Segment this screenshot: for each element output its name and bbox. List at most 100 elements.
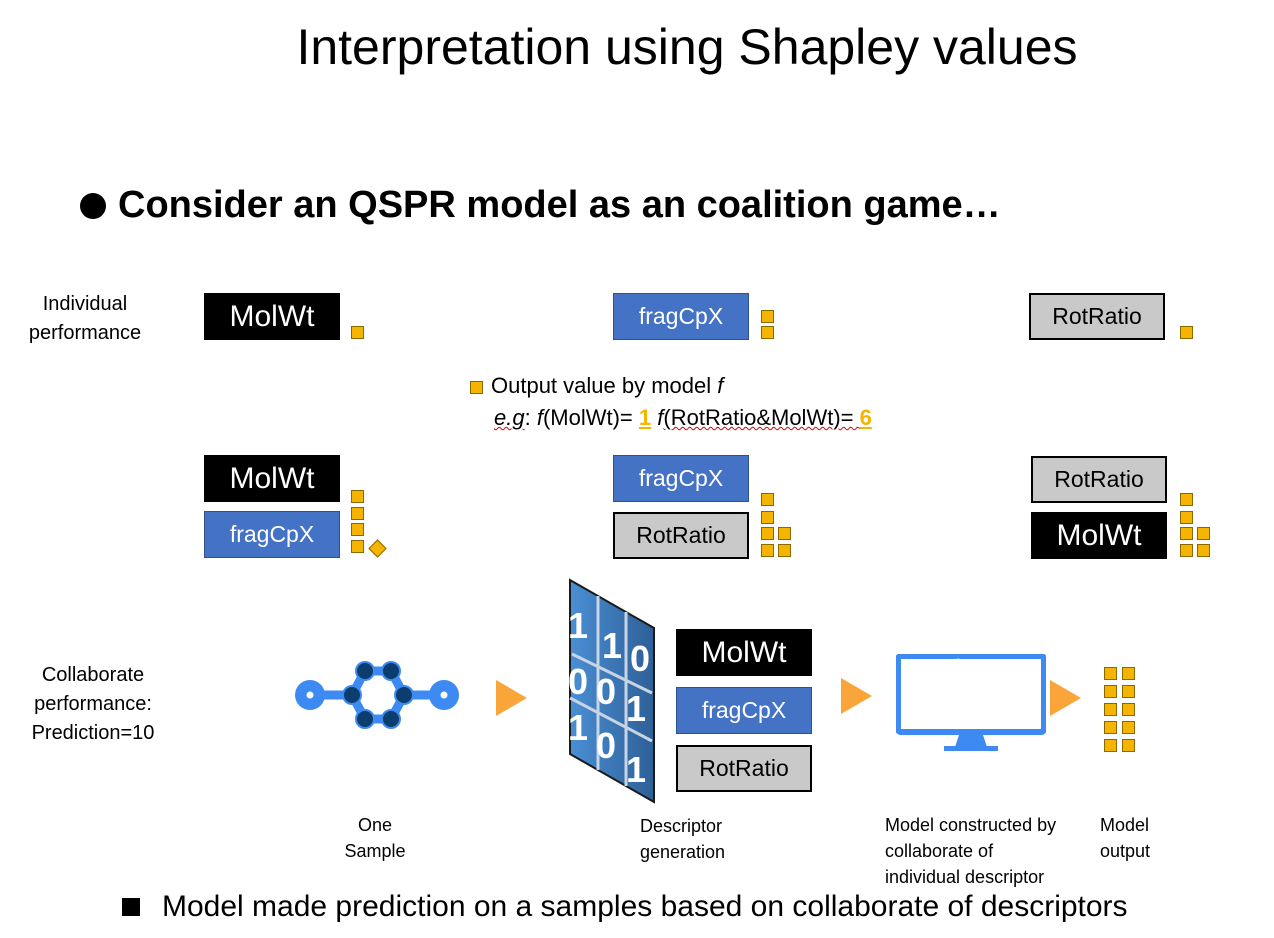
score-square (351, 540, 364, 553)
fragcpx-box: fragCpX (676, 687, 812, 734)
score-square (761, 493, 774, 506)
label-line: performance: (34, 693, 152, 715)
score-square (351, 326, 364, 339)
score-square (1122, 703, 1135, 716)
legend-expr2: (RotRatio&MolWt)= (663, 405, 860, 430)
score-square (1104, 739, 1117, 752)
label-line: Prediction=10 (31, 722, 155, 744)
arrow-icon (496, 680, 527, 716)
fragcpx-box: fragCpX (613, 293, 749, 340)
score-square (1122, 739, 1135, 752)
score-square (351, 523, 364, 536)
caption-line: generation (640, 842, 726, 862)
score-square (1104, 703, 1117, 716)
score-square (1104, 721, 1117, 734)
rotratio-box: RotRatio (1031, 456, 1167, 503)
caption-line: One (357, 815, 393, 835)
square-bullet-icon (122, 898, 140, 916)
caption-line: Sample (344, 841, 406, 861)
arrow-icon (1050, 680, 1081, 716)
binary-matrix-icon: 1 1 0 0 0 1 1 0 1 (568, 578, 655, 804)
score-square (1180, 511, 1193, 524)
score-square-icon (470, 380, 483, 394)
legend-eg: e.g (494, 405, 525, 430)
matrix-digit: 0 (568, 661, 588, 702)
score-square (1180, 544, 1193, 557)
score-square (1122, 667, 1135, 680)
slide-title: Interpretation using Shapley values (296, 19, 1078, 75)
monitor-icon (896, 654, 1046, 751)
score-square (351, 507, 364, 520)
legend-expr1: (MolWt)= (542, 405, 639, 430)
score-square-partial (368, 539, 387, 558)
legend-colon: : (524, 405, 537, 430)
caption-output: Model output (1100, 812, 1150, 864)
legend-line-2: e.g: f(MolWt)= 1 f(RotRatio&MolWt)= 6 (470, 402, 872, 434)
footer-text: Model made prediction on a samples based… (162, 890, 1128, 923)
collaborate-performance-label: Collaborate performance: Prediction=10 (18, 661, 168, 748)
score-square (1122, 721, 1135, 734)
score-square (1122, 685, 1135, 698)
molecule-icon (295, 661, 459, 729)
matrix-digit: 1 (568, 707, 588, 748)
score-square (1104, 667, 1117, 680)
matrix-digit: 1 (602, 625, 622, 666)
matrix-digit: 0 (596, 725, 616, 766)
caption-sample: One Sample (340, 812, 410, 864)
bullet-text: Consider an QSPR model as an coalition g… (118, 184, 1001, 226)
legend-text: Output value by model (491, 373, 718, 398)
score-square (778, 527, 791, 540)
legend-f: f (657, 405, 664, 430)
score-square (1197, 544, 1210, 557)
caption-line: output (1100, 841, 1151, 861)
matrix-digit: 1 (568, 605, 588, 646)
legend-val2: 6 (859, 405, 872, 430)
score-square (761, 310, 774, 323)
molwt-box: MolWt (1031, 512, 1167, 559)
caption-line: Model (1100, 815, 1150, 835)
rotratio-box: RotRatio (1029, 293, 1165, 340)
legend-f: f (717, 373, 724, 398)
caption-line: individual descriptor (885, 867, 1045, 887)
molwt-box: MolWt (204, 293, 340, 340)
score-square (1180, 326, 1193, 339)
score-square (761, 511, 774, 524)
fragcpx-box: fragCpX (613, 455, 749, 502)
main-bullet: Consider an QSPR model as an coalition g… (80, 184, 1001, 227)
legend: Output value by model f e.g: f(MolWt)= 1… (470, 370, 872, 434)
score-square (1180, 527, 1193, 540)
label-line: Individual (42, 293, 128, 315)
matrix-digit: 1 (626, 688, 646, 729)
score-square (351, 490, 364, 503)
molwt-box: MolWt (676, 629, 812, 676)
arrow-icon (841, 678, 872, 714)
caption-line: Descriptor (640, 816, 723, 836)
bullet-dot-icon (80, 192, 106, 219)
matrix-digit: 1 (626, 749, 646, 790)
caption-line: collaborate of (885, 841, 994, 861)
score-square (761, 544, 774, 557)
score-square (1197, 527, 1210, 540)
label-line: Collaborate (41, 664, 145, 686)
caption-descriptor: Descriptor generation (640, 813, 725, 865)
footer-bullet: Model made prediction on a samples based… (122, 890, 1128, 924)
rotratio-box: RotRatio (613, 512, 749, 559)
fragcpx-box: fragCpX (204, 511, 340, 558)
matrix-digit: 0 (596, 671, 616, 712)
score-square (761, 326, 774, 339)
rotratio-box: RotRatio (676, 745, 812, 792)
score-square (1104, 685, 1117, 698)
label-line: performance (28, 322, 142, 344)
legend-f: f (536, 405, 543, 430)
score-square (1180, 493, 1193, 506)
legend-line-1: Output value by model f (470, 370, 872, 402)
individual-performance-label: Individual performance (20, 290, 150, 348)
score-square (778, 544, 791, 557)
molwt-box: MolWt (204, 455, 340, 502)
caption-line: Model constructed by (885, 815, 1057, 835)
score-square (761, 527, 774, 540)
matrix-digit: 0 (630, 638, 650, 679)
legend-val1: 1 (638, 405, 652, 430)
caption-model: Model constructed by collaborate of indivi… (885, 812, 1056, 890)
